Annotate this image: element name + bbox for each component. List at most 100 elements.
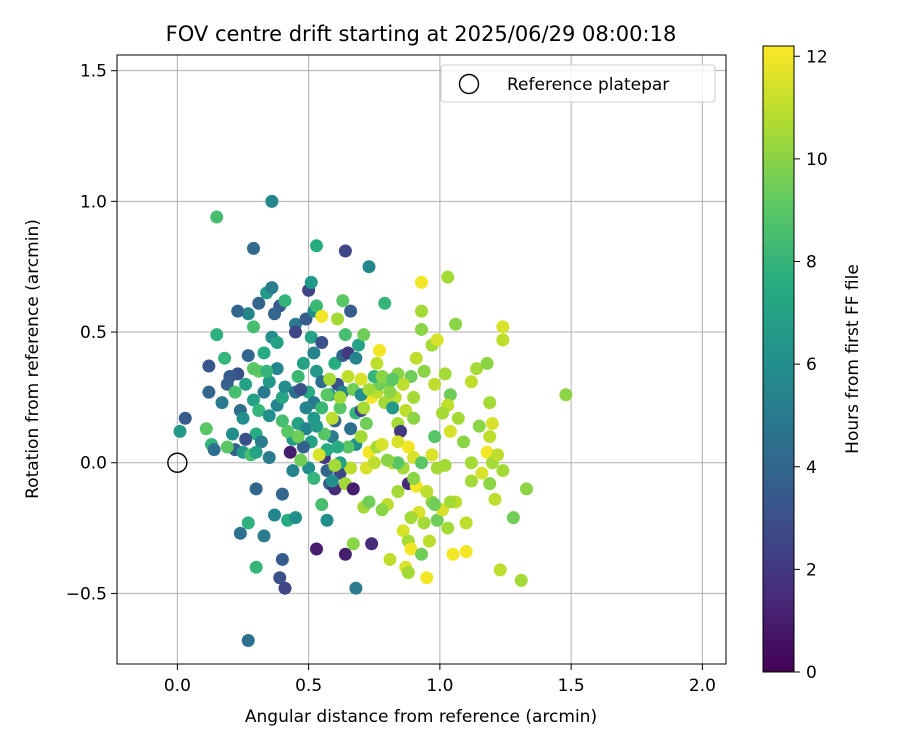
- data-point: [386, 401, 400, 415]
- data-point: [483, 477, 497, 491]
- data-point: [331, 440, 344, 454]
- data-point: [409, 351, 423, 365]
- data-point: [275, 414, 289, 428]
- data-point: [210, 210, 224, 224]
- data-point: [430, 513, 444, 527]
- data-point: [247, 320, 260, 334]
- data-point: [223, 369, 237, 383]
- x-tick-label: 1.0: [426, 676, 453, 696]
- data-point: [262, 375, 276, 389]
- data-point: [218, 351, 232, 365]
- data-point: [199, 422, 213, 436]
- colorbar-ticks: 0 2 4 6 8 10 12: [794, 47, 828, 683]
- data-point: [275, 487, 289, 501]
- data-point: [283, 445, 297, 459]
- data-point: [239, 432, 253, 446]
- data-point: [260, 364, 274, 378]
- data-point: [438, 458, 452, 472]
- data-point: [173, 424, 187, 438]
- data-point: [286, 464, 300, 478]
- x-tick-label: 1.5: [558, 676, 585, 696]
- data-point: [249, 482, 263, 496]
- data-point: [310, 364, 323, 378]
- data-point: [404, 369, 418, 383]
- data-point: [396, 377, 410, 391]
- colorbar-tick-label: 6: [806, 355, 817, 375]
- data-point: [296, 440, 310, 454]
- data-point: [401, 440, 415, 454]
- data-point: [349, 351, 363, 365]
- data-point: [270, 336, 284, 350]
- data-point: [336, 294, 350, 308]
- data-point: [338, 328, 352, 342]
- data-point: [338, 244, 352, 258]
- data-point: [315, 309, 329, 323]
- data-point: [441, 270, 455, 284]
- data-point: [370, 356, 384, 370]
- data-point: [252, 296, 266, 310]
- data-point: [307, 346, 321, 360]
- data-point: [328, 458, 342, 472]
- data-point: [220, 440, 234, 454]
- data-point: [323, 372, 337, 386]
- colorbar-tick-label: 2: [806, 560, 817, 580]
- data-point: [483, 396, 497, 410]
- data-point: [496, 333, 510, 347]
- data-point: [520, 482, 533, 496]
- data-point: [307, 471, 321, 485]
- data-point: [299, 312, 313, 326]
- data-point: [328, 356, 342, 370]
- data-point: [310, 542, 323, 556]
- data-point: [265, 281, 279, 295]
- data-point: [233, 526, 247, 540]
- data-point: [493, 563, 507, 577]
- data-point: [239, 377, 253, 391]
- data-point: [404, 542, 418, 556]
- data-point: [391, 484, 405, 498]
- data-point: [278, 581, 292, 595]
- data-point: [265, 194, 279, 208]
- legend-marker-reference-icon: [458, 73, 480, 95]
- x-axis-label: Angular distance from reference (arcmin): [245, 707, 597, 727]
- y-axis-ticks: −0.5 0.0 0.5 1.0 1.5: [66, 62, 117, 604]
- data-point: [365, 537, 379, 551]
- data-point: [383, 552, 397, 566]
- colorbar-gradient: [762, 45, 795, 673]
- data-point: [304, 275, 318, 289]
- data-point: [268, 307, 281, 321]
- data-point: [315, 498, 329, 512]
- data-point: [270, 362, 284, 376]
- data-point: [480, 445, 494, 459]
- data-point: [441, 521, 455, 535]
- data-point: [249, 560, 263, 574]
- data-point: [496, 464, 510, 478]
- x-tick-label: 0.0: [164, 676, 191, 696]
- data-point: [247, 241, 260, 255]
- y-tick-label: 0.5: [80, 323, 107, 343]
- data-point: [257, 529, 271, 543]
- data-point: [443, 388, 457, 402]
- data-point: [375, 437, 389, 451]
- data-point: [317, 427, 331, 441]
- data-point: [391, 435, 405, 449]
- data-point: [273, 571, 287, 585]
- y-axis-label: Rotation from reference (arcmin): [23, 219, 43, 499]
- y-tick-label: −0.5: [66, 584, 107, 604]
- data-point: [357, 401, 371, 415]
- data-point: [289, 511, 302, 525]
- data-point: [278, 294, 292, 308]
- data-point: [451, 411, 465, 425]
- colorbar-tick-label: 12: [806, 47, 828, 67]
- data-point: [375, 503, 389, 517]
- data-point: [304, 330, 318, 344]
- data-point: [289, 325, 302, 339]
- reference-platepar-marker: [167, 452, 188, 473]
- data-point: [420, 571, 434, 585]
- y-tick-label: 1.0: [80, 192, 107, 212]
- data-point: [396, 524, 410, 538]
- x-tick-label: 2.0: [689, 676, 716, 696]
- data-point: [202, 385, 216, 399]
- data-point: [241, 633, 255, 647]
- data-point: [383, 385, 397, 399]
